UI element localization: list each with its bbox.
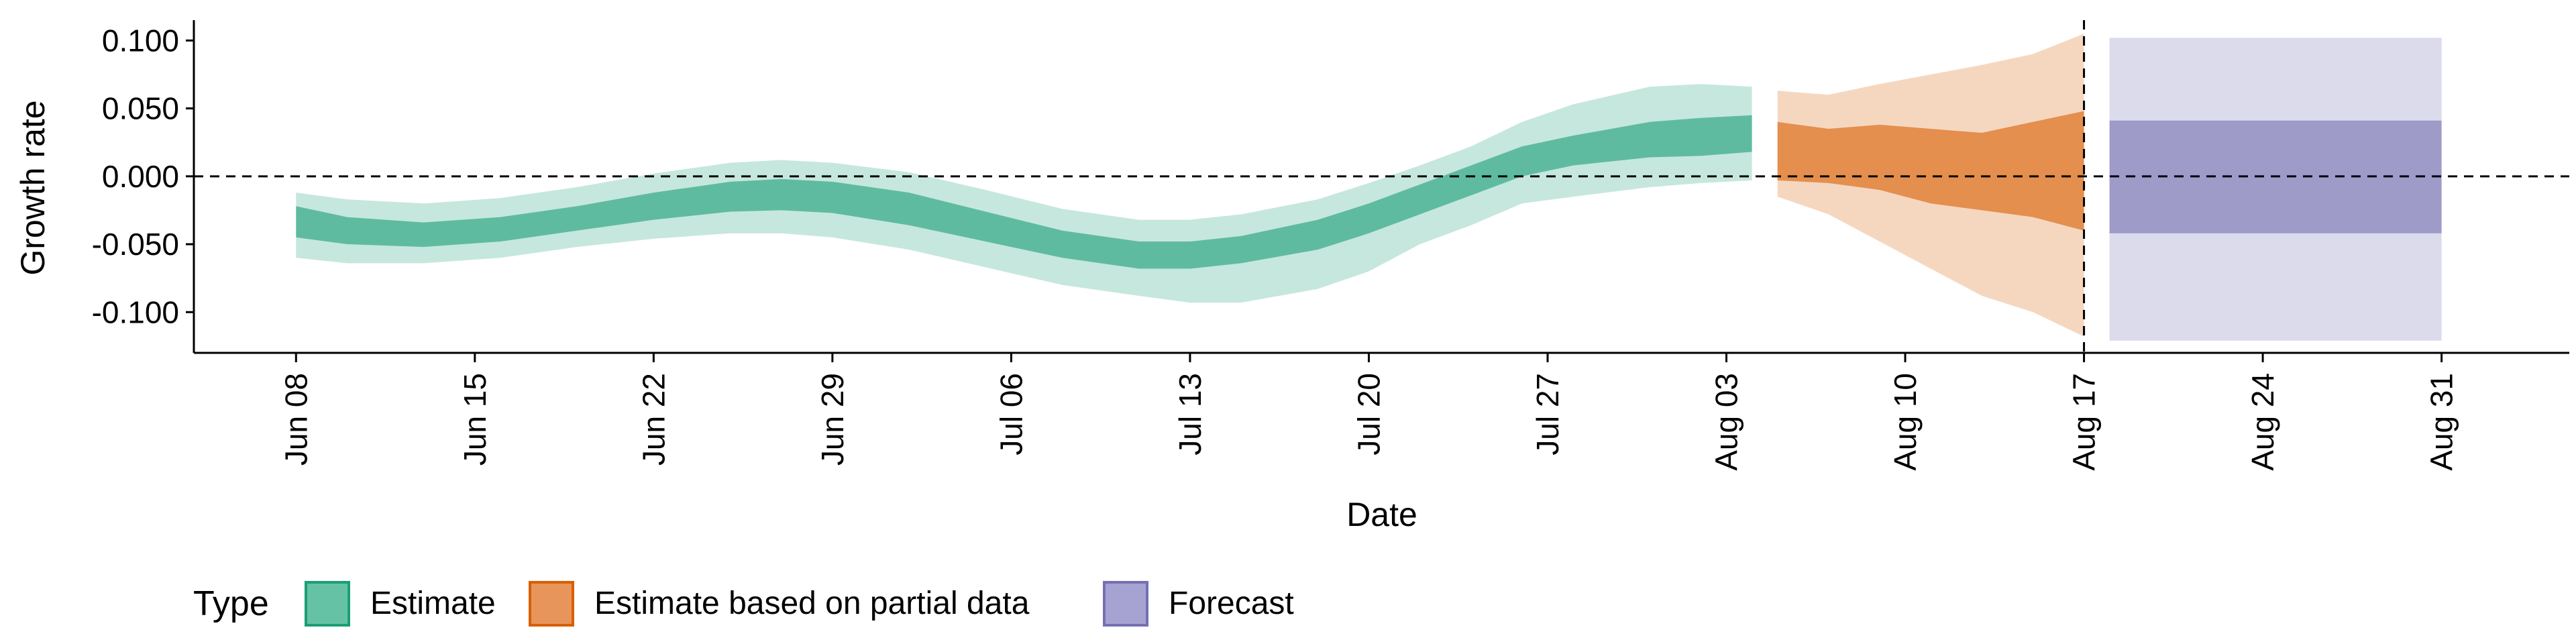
x-tick-label: Jul 20 (1351, 373, 1386, 455)
x-tick-label: Jun 08 (278, 373, 313, 466)
x-tick-label: Aug 10 (1888, 373, 1923, 471)
band-inner-estimate (296, 115, 1752, 269)
ribbon-layer (296, 34, 2442, 341)
y-axis-label: Growth rate (14, 100, 52, 275)
reference-lines (194, 20, 2569, 353)
y-tick-label: -0.050 (92, 227, 179, 262)
x-ticks: Jun 08 Jun 15 Jun 22 Jun 29 Jul 06 Jul 13 Jul … (278, 353, 2459, 471)
axes (193, 20, 2569, 354)
legend-swatch-forecast (1103, 581, 1148, 627)
x-tick-label: Aug 24 (2245, 373, 2280, 471)
legend-label-forecast: Forecast (1169, 586, 1294, 621)
y-tick-label: 0.000 (102, 159, 179, 194)
band-inner-estimate-based-on-partial-data (1777, 111, 2084, 231)
x-tick-label: Jun 29 (815, 373, 850, 466)
x-tick-label: Jul 27 (1530, 373, 1565, 455)
y-tick-label: 0.050 (102, 91, 179, 126)
x-tick-label: Jul 06 (994, 373, 1028, 455)
x-tick-label: Aug 17 (2067, 373, 2102, 471)
x-tick-label: Jul 13 (1173, 373, 1208, 455)
y-ticks: 0.100 0.050 0.000 -0.050 -0.100 (92, 23, 194, 329)
y-tick-label: 0.100 (102, 23, 179, 58)
x-tick-label: Jun 15 (458, 373, 492, 466)
legend-label-estimate: Estimate (370, 586, 496, 621)
x-axis-label: Date (1346, 496, 1417, 533)
x-tick-label: Aug 31 (2424, 373, 2459, 471)
legend-swatch-estimate (305, 581, 350, 627)
legend: Type Estimate Estimate based on partial d… (193, 581, 1294, 627)
legend-swatch-estimate-based-on-partial-data (529, 581, 574, 627)
y-tick-label: -0.100 (92, 294, 179, 329)
band-outer-estimate (296, 84, 1752, 303)
x-tick-label: Jun 22 (636, 373, 671, 466)
legend-label-estimate-based-on-partial-data: Estimate based on partial data (594, 586, 1030, 621)
legend-title: Type (193, 584, 269, 623)
x-tick-label: Aug 03 (1709, 373, 1744, 471)
